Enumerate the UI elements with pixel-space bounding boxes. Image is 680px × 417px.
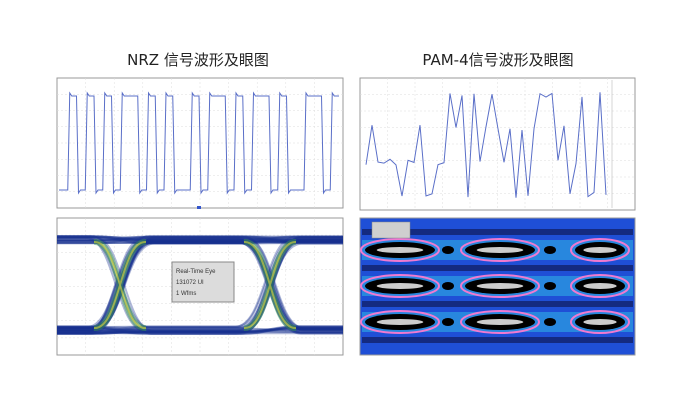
crossing-spot <box>544 246 556 254</box>
info-line: 131072 UI <box>176 280 204 286</box>
level-line <box>362 265 633 271</box>
eye-trace <box>57 240 343 329</box>
eye-center <box>376 319 424 325</box>
eye-trace <box>57 329 343 335</box>
eye-trace <box>57 235 343 333</box>
eye-trace <box>57 238 343 332</box>
nrz-trace <box>59 91 339 195</box>
eye-trace <box>57 326 343 333</box>
eye-trace <box>57 328 343 335</box>
eye-trace <box>57 236 343 334</box>
eye-trace <box>57 236 343 331</box>
eye-center <box>583 247 617 253</box>
eye-trace <box>57 238 343 334</box>
crossing-spot <box>442 282 454 290</box>
eye-trace <box>57 236 343 333</box>
eye-trace <box>57 237 343 242</box>
eye-opening-halo <box>460 238 540 262</box>
crossing-spot <box>544 282 556 290</box>
eye-center <box>376 247 424 253</box>
nrz-waveform-panel <box>56 77 344 209</box>
eye-trace <box>57 330 343 334</box>
eye-center <box>376 283 424 289</box>
eye-center <box>583 319 617 325</box>
eye-trace <box>57 241 343 332</box>
crossing-spot <box>442 318 454 326</box>
eye-trace <box>57 235 343 239</box>
nrz-eye-panel: Real-Time Eye 131072 UI 1 Wfms <box>56 217 344 356</box>
info-line: 1 Wfms <box>176 291 196 297</box>
info-box <box>171 261 235 303</box>
trigger-marker <box>197 206 201 209</box>
eye-center <box>476 247 524 253</box>
eye-opening-halo <box>460 274 540 298</box>
eye-trace <box>57 235 343 244</box>
eye-trace <box>57 235 343 240</box>
pam4-waveform-panel <box>359 77 636 211</box>
eye-trace <box>57 240 343 335</box>
eye-trace <box>57 241 343 335</box>
eye-trace <box>57 236 343 242</box>
eye-trace <box>57 236 343 334</box>
eye-trace <box>57 238 343 243</box>
eye-trace <box>57 235 343 244</box>
eye-trace <box>57 235 343 334</box>
eye-trace <box>57 235 343 241</box>
eye-trace <box>57 327 343 332</box>
eye-opening-halo <box>360 238 440 262</box>
eye-trace <box>57 327 343 335</box>
eye-crossing <box>243 240 297 330</box>
eye-trace <box>57 239 343 332</box>
eye-opening-halo <box>360 310 440 334</box>
eye-trace <box>57 240 343 245</box>
eye-center <box>583 283 617 289</box>
level-line <box>362 337 633 343</box>
pam4-eye-panel <box>359 217 636 356</box>
eye-info-box: Real-Time Eye 131072 UI 1 Wfms <box>171 261 235 303</box>
eye-trace <box>57 236 343 245</box>
eye-opening-halo <box>570 238 630 262</box>
eye-trace <box>57 238 343 243</box>
pam4-trace <box>365 92 607 198</box>
eye-trace <box>57 242 343 335</box>
eye-center <box>476 319 524 325</box>
eye-trace <box>57 237 343 330</box>
eye-trace <box>57 235 343 335</box>
eye-opening-halo <box>460 310 540 334</box>
info-line: Real-Time Eye <box>176 269 216 275</box>
crossing-spot <box>442 246 454 254</box>
eye-trace <box>57 235 343 335</box>
eye-trace <box>57 326 343 334</box>
eye-crossing <box>93 240 147 330</box>
eye-trace <box>57 238 343 334</box>
eye-trace <box>57 236 343 331</box>
eye-opening-halo <box>360 274 440 298</box>
eye-trace <box>57 239 343 331</box>
eye-opening-halo <box>570 274 630 298</box>
level-line <box>362 229 633 235</box>
eye-trace <box>57 241 343 330</box>
eye-trace <box>57 326 343 333</box>
eye-trace <box>57 235 343 244</box>
eye-center <box>476 283 524 289</box>
pam4-title: PAM-4信号波形及眼图 <box>422 51 573 69</box>
eye-opening-halo <box>570 310 630 334</box>
eye-trace <box>57 325 343 335</box>
eye-trace <box>57 241 343 332</box>
nrz-title: NRZ 信号波形及眼图 <box>127 51 269 69</box>
eye-trace <box>57 325 343 334</box>
info-box <box>371 221 411 239</box>
eye-trace <box>57 236 343 333</box>
level-line <box>362 301 633 307</box>
eye-trace <box>57 328 343 335</box>
eye-trace <box>57 327 343 335</box>
crossing-spot <box>544 318 556 326</box>
eye-trace <box>57 241 343 333</box>
eye-trace <box>57 236 343 242</box>
eye-trace <box>57 235 343 329</box>
eye-trace <box>57 236 343 334</box>
eye-trace <box>57 240 343 245</box>
eye-trace <box>57 238 343 244</box>
